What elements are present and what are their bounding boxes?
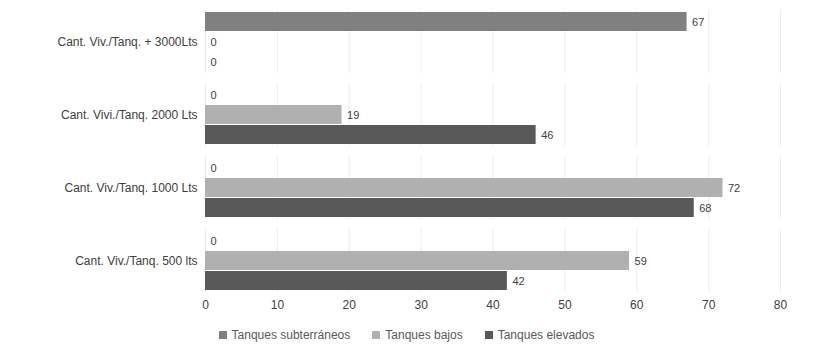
html-text:Tanques elevados: Tanques elevados [497, 328, 595, 342]
svg-text:Cant. Viv./Tanq. 500 lts: Cant. Viv./Tanq. 500 lts [75, 254, 197, 268]
svg-text:Cant. Viv./Tanq. + 3000Lts: Cant. Viv./Tanq. + 3000Lts [58, 35, 198, 49]
svg-text:67: 67 [692, 16, 704, 28]
svg-text:10: 10 [271, 298, 285, 312]
svg-text:Cant. Viv./Tanq. 1000 Lts: Cant. Viv./Tanq. 1000 Lts [65, 181, 198, 195]
svg-text:0: 0 [211, 162, 217, 174]
svg-text:68: 68 [699, 202, 711, 214]
svg-text:20: 20 [343, 298, 357, 312]
html-text:Tanques bajos: Tanques bajos [385, 328, 463, 342]
html-text:Tanques subterráneos: Tanques subterráneos [231, 328, 351, 342]
svg-text:59: 59 [635, 255, 647, 267]
svg-text:19: 19 [347, 109, 359, 121]
svg-text:30: 30 [414, 298, 428, 312]
svg-text:0: 0 [211, 235, 217, 247]
svg-text:0: 0 [211, 36, 217, 48]
svg-text:0: 0 [211, 89, 217, 101]
svg-text:50: 50 [558, 298, 572, 312]
svg-text:0: 0 [211, 56, 217, 68]
svg-text:70: 70 [702, 298, 716, 312]
svg-text:60: 60 [630, 298, 644, 312]
svg-text:72: 72 [728, 182, 740, 194]
svg-text:46: 46 [541, 129, 553, 141]
svg-text:Cant. Vivi./Tanq. 2000 Lts: Cant. Vivi./Tanq. 2000 Lts [61, 108, 198, 122]
svg-text:40: 40 [486, 298, 500, 312]
svg-text:80: 80 [774, 298, 788, 312]
svg-text:42: 42 [512, 275, 524, 287]
svg-text:0: 0 [202, 298, 209, 312]
